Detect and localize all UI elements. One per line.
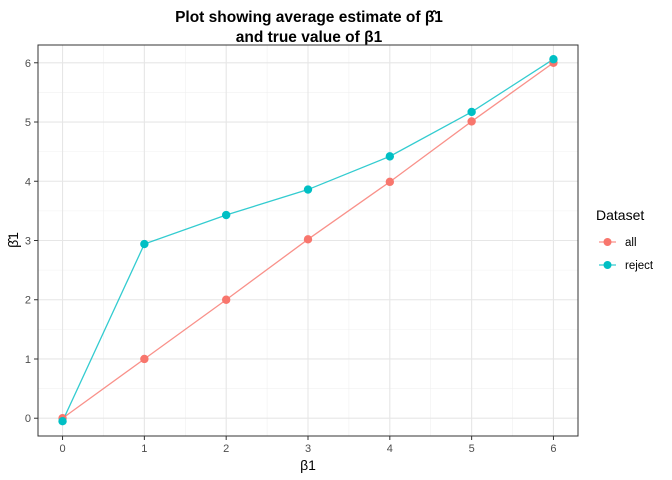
x-tick-label: 3	[305, 443, 311, 455]
data-point-all	[303, 235, 313, 244]
x-tick-label: 5	[469, 443, 475, 455]
chart-title-line2: and true value of β1	[236, 29, 383, 46]
data-point-reject	[58, 416, 67, 426]
legend-title: Dataset	[596, 207, 644, 223]
y-tick-label: 6	[25, 58, 31, 70]
y-tick-label: 1	[25, 354, 31, 366]
series-points	[58, 55, 558, 426]
x-tick-label: 4	[387, 443, 393, 455]
x-tick-label: 1	[141, 443, 147, 455]
data-point-reject	[385, 152, 395, 161]
legend-items: all reject	[599, 237, 654, 272]
y-tick-label: 0	[25, 413, 31, 425]
y-tick-label: 5	[25, 117, 31, 129]
data-point-reject	[140, 239, 149, 249]
x-axis-title: β1	[300, 457, 316, 473]
data-point-reject	[221, 210, 231, 220]
legend-key-point-all	[603, 238, 612, 246]
x-tick-label: 6	[550, 443, 556, 455]
legend-label-all: all	[625, 237, 637, 249]
y-tick-label: 3	[25, 236, 31, 248]
legend-label-reject: reject	[625, 260, 654, 272]
y-axis-title: β̂1	[5, 232, 21, 248]
data-point-all	[140, 354, 149, 364]
chart-title-line1: Plot showing average estimate of β̂1	[175, 9, 443, 26]
data-point-reject	[549, 55, 558, 64]
data-point-reject	[467, 107, 476, 117]
y-tick-label: 4	[25, 176, 31, 188]
legend-key-point-reject	[603, 261, 612, 269]
x-tick-label: 0	[59, 443, 65, 455]
data-point-all	[221, 295, 231, 304]
data-point-reject	[303, 185, 313, 194]
legend: Dataset all reject	[596, 207, 654, 272]
y-tick-label: 2	[25, 295, 31, 307]
x-axis: 0 1 2 3 4 5 6	[59, 436, 557, 455]
data-point-all	[385, 177, 395, 187]
x-tick-label: 2	[223, 443, 229, 455]
data-point-all	[467, 117, 476, 126]
y-axis: 0 1 2 3 4 5 6	[25, 58, 38, 425]
